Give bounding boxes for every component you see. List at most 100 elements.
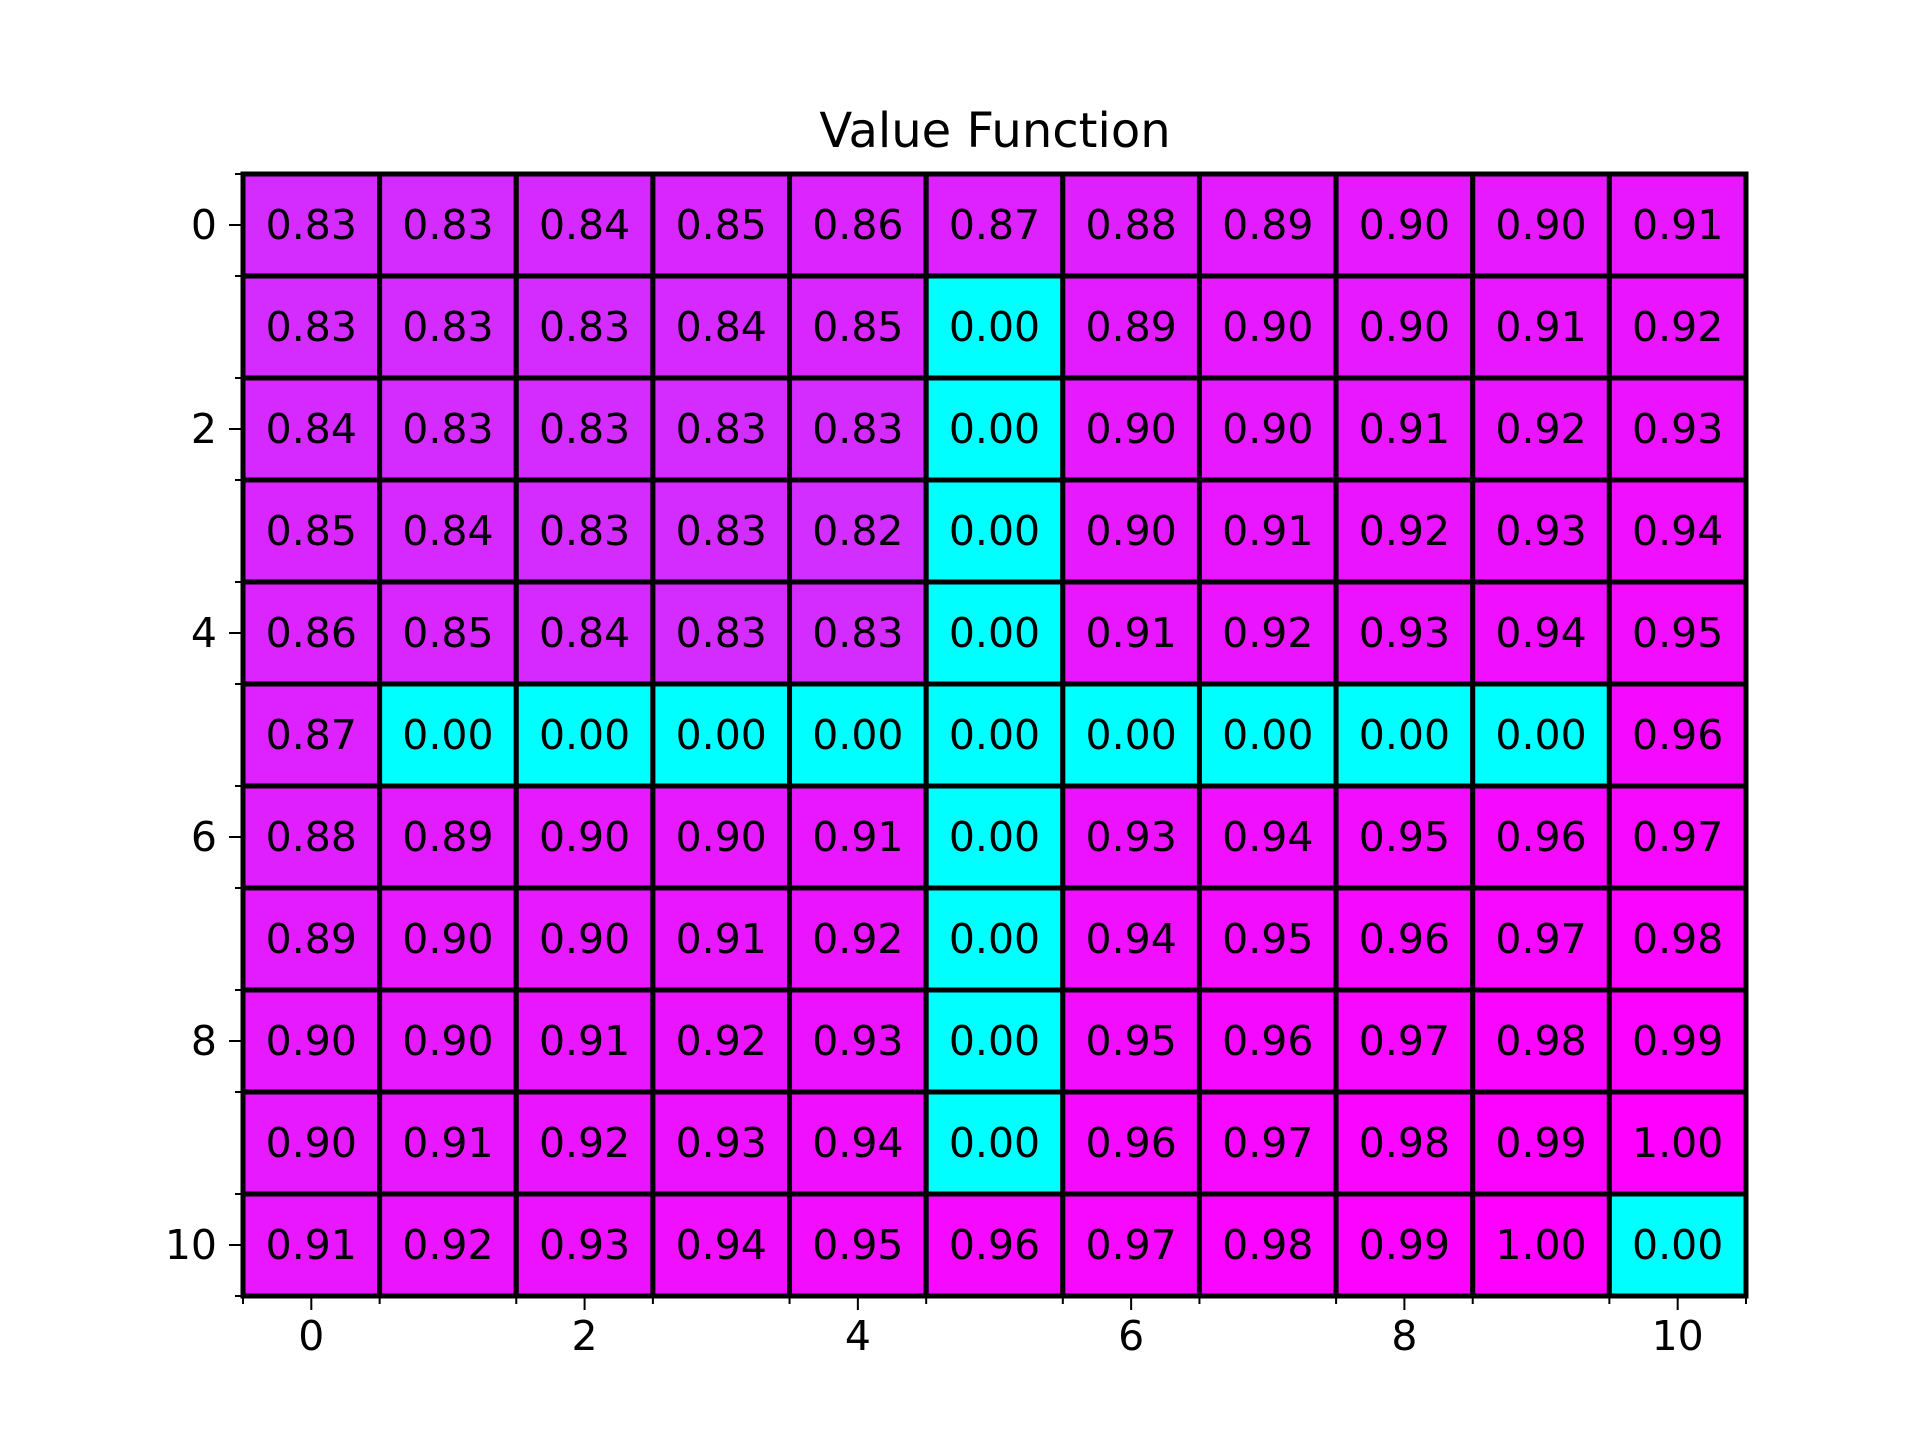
cell-value-label: 0.86 <box>812 201 903 249</box>
cell-value-label: 0.92 <box>402 1221 493 1269</box>
cell-value-label: 0.83 <box>266 201 357 249</box>
cell-value-label: 0.88 <box>1085 201 1176 249</box>
cell-value-label: 0.85 <box>676 201 767 249</box>
heatmap-cell <box>1060 579 1202 687</box>
cell-value-label: 0.93 <box>676 1119 767 1167</box>
cell-value-label: 0.99 <box>1359 1221 1450 1269</box>
cell-value-label: 0.90 <box>1085 405 1176 453</box>
cell-value-label: 0.83 <box>676 609 767 657</box>
cell-value-label: 0.95 <box>812 1221 903 1269</box>
cell-value-label: 0.91 <box>402 1119 493 1167</box>
cell-value-label: 0.92 <box>1495 405 1586 453</box>
y-tick-label: 2 <box>191 405 217 453</box>
cell-value-label: 0.90 <box>1222 303 1313 351</box>
cell-value-label: 0.83 <box>539 507 630 555</box>
cell-value-label: 0.97 <box>1632 813 1723 861</box>
cell-value-label: 0.91 <box>539 1017 630 1065</box>
cell-value-label: 0.90 <box>1359 303 1450 351</box>
cell-value-label: 0.00 <box>812 711 903 759</box>
heatmap-cell <box>923 1191 1066 1299</box>
cell-value-label: 0.92 <box>1222 609 1313 657</box>
cell-value-label: 0.95 <box>1632 609 1723 657</box>
heatmap-cell <box>240 375 383 483</box>
heatmap-cell <box>923 273 1066 381</box>
cell-value-label: 0.94 <box>676 1221 767 1269</box>
cell-value-label: 0.00 <box>949 1119 1040 1167</box>
heatmap-cell <box>923 783 1066 891</box>
cell-value-label: 0.91 <box>1359 405 1450 453</box>
cell-value-label: 0.00 <box>1632 1221 1723 1269</box>
cell-value-label: 0.84 <box>539 201 630 249</box>
heatmap-cell <box>650 1089 793 1197</box>
cell-value-label: 0.00 <box>949 711 1040 759</box>
heatmap-cell <box>1196 273 1339 381</box>
heatmap-cell <box>787 885 929 993</box>
cell-value-label: 1.00 <box>1495 1221 1586 1269</box>
cell-value-label: 0.84 <box>402 507 493 555</box>
heatmap-cell <box>513 1089 656 1197</box>
cell-value-label: 0.88 <box>266 813 357 861</box>
heatmap-cell <box>240 885 383 993</box>
cell-value-label: 0.00 <box>676 711 767 759</box>
cell-value-label: 0.98 <box>1632 915 1723 963</box>
cell-value-label: 0.92 <box>812 915 903 963</box>
cell-value-label: 0.91 <box>1222 507 1313 555</box>
cell-value-label: 0.83 <box>402 201 493 249</box>
heatmap-cell <box>1196 783 1339 891</box>
heatmap-cell <box>650 579 793 687</box>
cell-value-label: 0.91 <box>1085 609 1176 657</box>
heatmap-cell <box>1333 579 1476 687</box>
cell-value-label: 0.96 <box>1222 1017 1313 1065</box>
cell-value-label: 0.83 <box>266 303 357 351</box>
cell-value-label: 0.94 <box>1495 609 1586 657</box>
cell-value-label: 0.93 <box>1085 813 1176 861</box>
cell-value-label: 0.00 <box>949 915 1040 963</box>
heatmap-cell <box>1196 171 1339 279</box>
cell-value-label: 0.90 <box>539 915 630 963</box>
heatmap-cell <box>787 1089 929 1197</box>
cell-value-label: 0.90 <box>402 1017 493 1065</box>
heatmap-cell <box>513 987 656 1095</box>
heatmap-cell <box>650 885 793 993</box>
cell-value-label: 0.93 <box>1495 507 1586 555</box>
heatmap-cell <box>1606 987 1749 1095</box>
heatmap-cell <box>787 1191 929 1299</box>
cell-value-label: 0.90 <box>1359 201 1450 249</box>
heatmap-cell <box>1333 681 1476 789</box>
heatmap-cell <box>513 477 656 585</box>
cell-value-label: 0.89 <box>1222 201 1313 249</box>
cell-value-label: 0.00 <box>949 405 1040 453</box>
cell-value-label: 0.97 <box>1359 1017 1450 1065</box>
cell-value-label: 0.90 <box>402 915 493 963</box>
cell-value-label: 0.96 <box>1495 813 1586 861</box>
heatmap-cell <box>1606 681 1749 789</box>
heatmap-cell <box>1470 885 1612 993</box>
cell-value-label: 0.98 <box>1495 1017 1586 1065</box>
heatmap-cell <box>1470 171 1612 279</box>
x-axis: 0 2 4 6 8 10 <box>242 1296 1747 1360</box>
cell-value-label: 0.83 <box>402 303 493 351</box>
cell-value-label: 0.82 <box>812 507 903 555</box>
x-tick-label: 2 <box>572 1312 598 1360</box>
cell-value-label: 0.93 <box>1632 405 1723 453</box>
x-tick-label: 6 <box>1118 1312 1144 1360</box>
cell-value-label: 0.00 <box>1222 711 1313 759</box>
cell-value-label: 0.94 <box>1632 507 1723 555</box>
cell-value-label: 0.87 <box>949 201 1040 249</box>
cell-value-label: 0.90 <box>1085 507 1176 555</box>
heatmap-cell <box>1606 1191 1749 1299</box>
heatmap-cell <box>377 579 519 687</box>
cell-value-label: 0.91 <box>676 915 767 963</box>
cell-value-label: 0.99 <box>1632 1017 1723 1065</box>
cell-value-label: 0.00 <box>1495 711 1586 759</box>
y-tick-label: 6 <box>191 813 217 861</box>
y-tick-label: 4 <box>191 609 217 657</box>
cell-value-label: 0.87 <box>266 711 357 759</box>
heatmap-cell <box>923 579 1066 687</box>
cell-value-label: 0.00 <box>1359 711 1450 759</box>
cell-value-label: 0.00 <box>949 303 1040 351</box>
cell-value-label: 0.93 <box>1359 609 1450 657</box>
heatmap-cell <box>1606 579 1749 687</box>
heatmap-cell <box>240 273 383 381</box>
